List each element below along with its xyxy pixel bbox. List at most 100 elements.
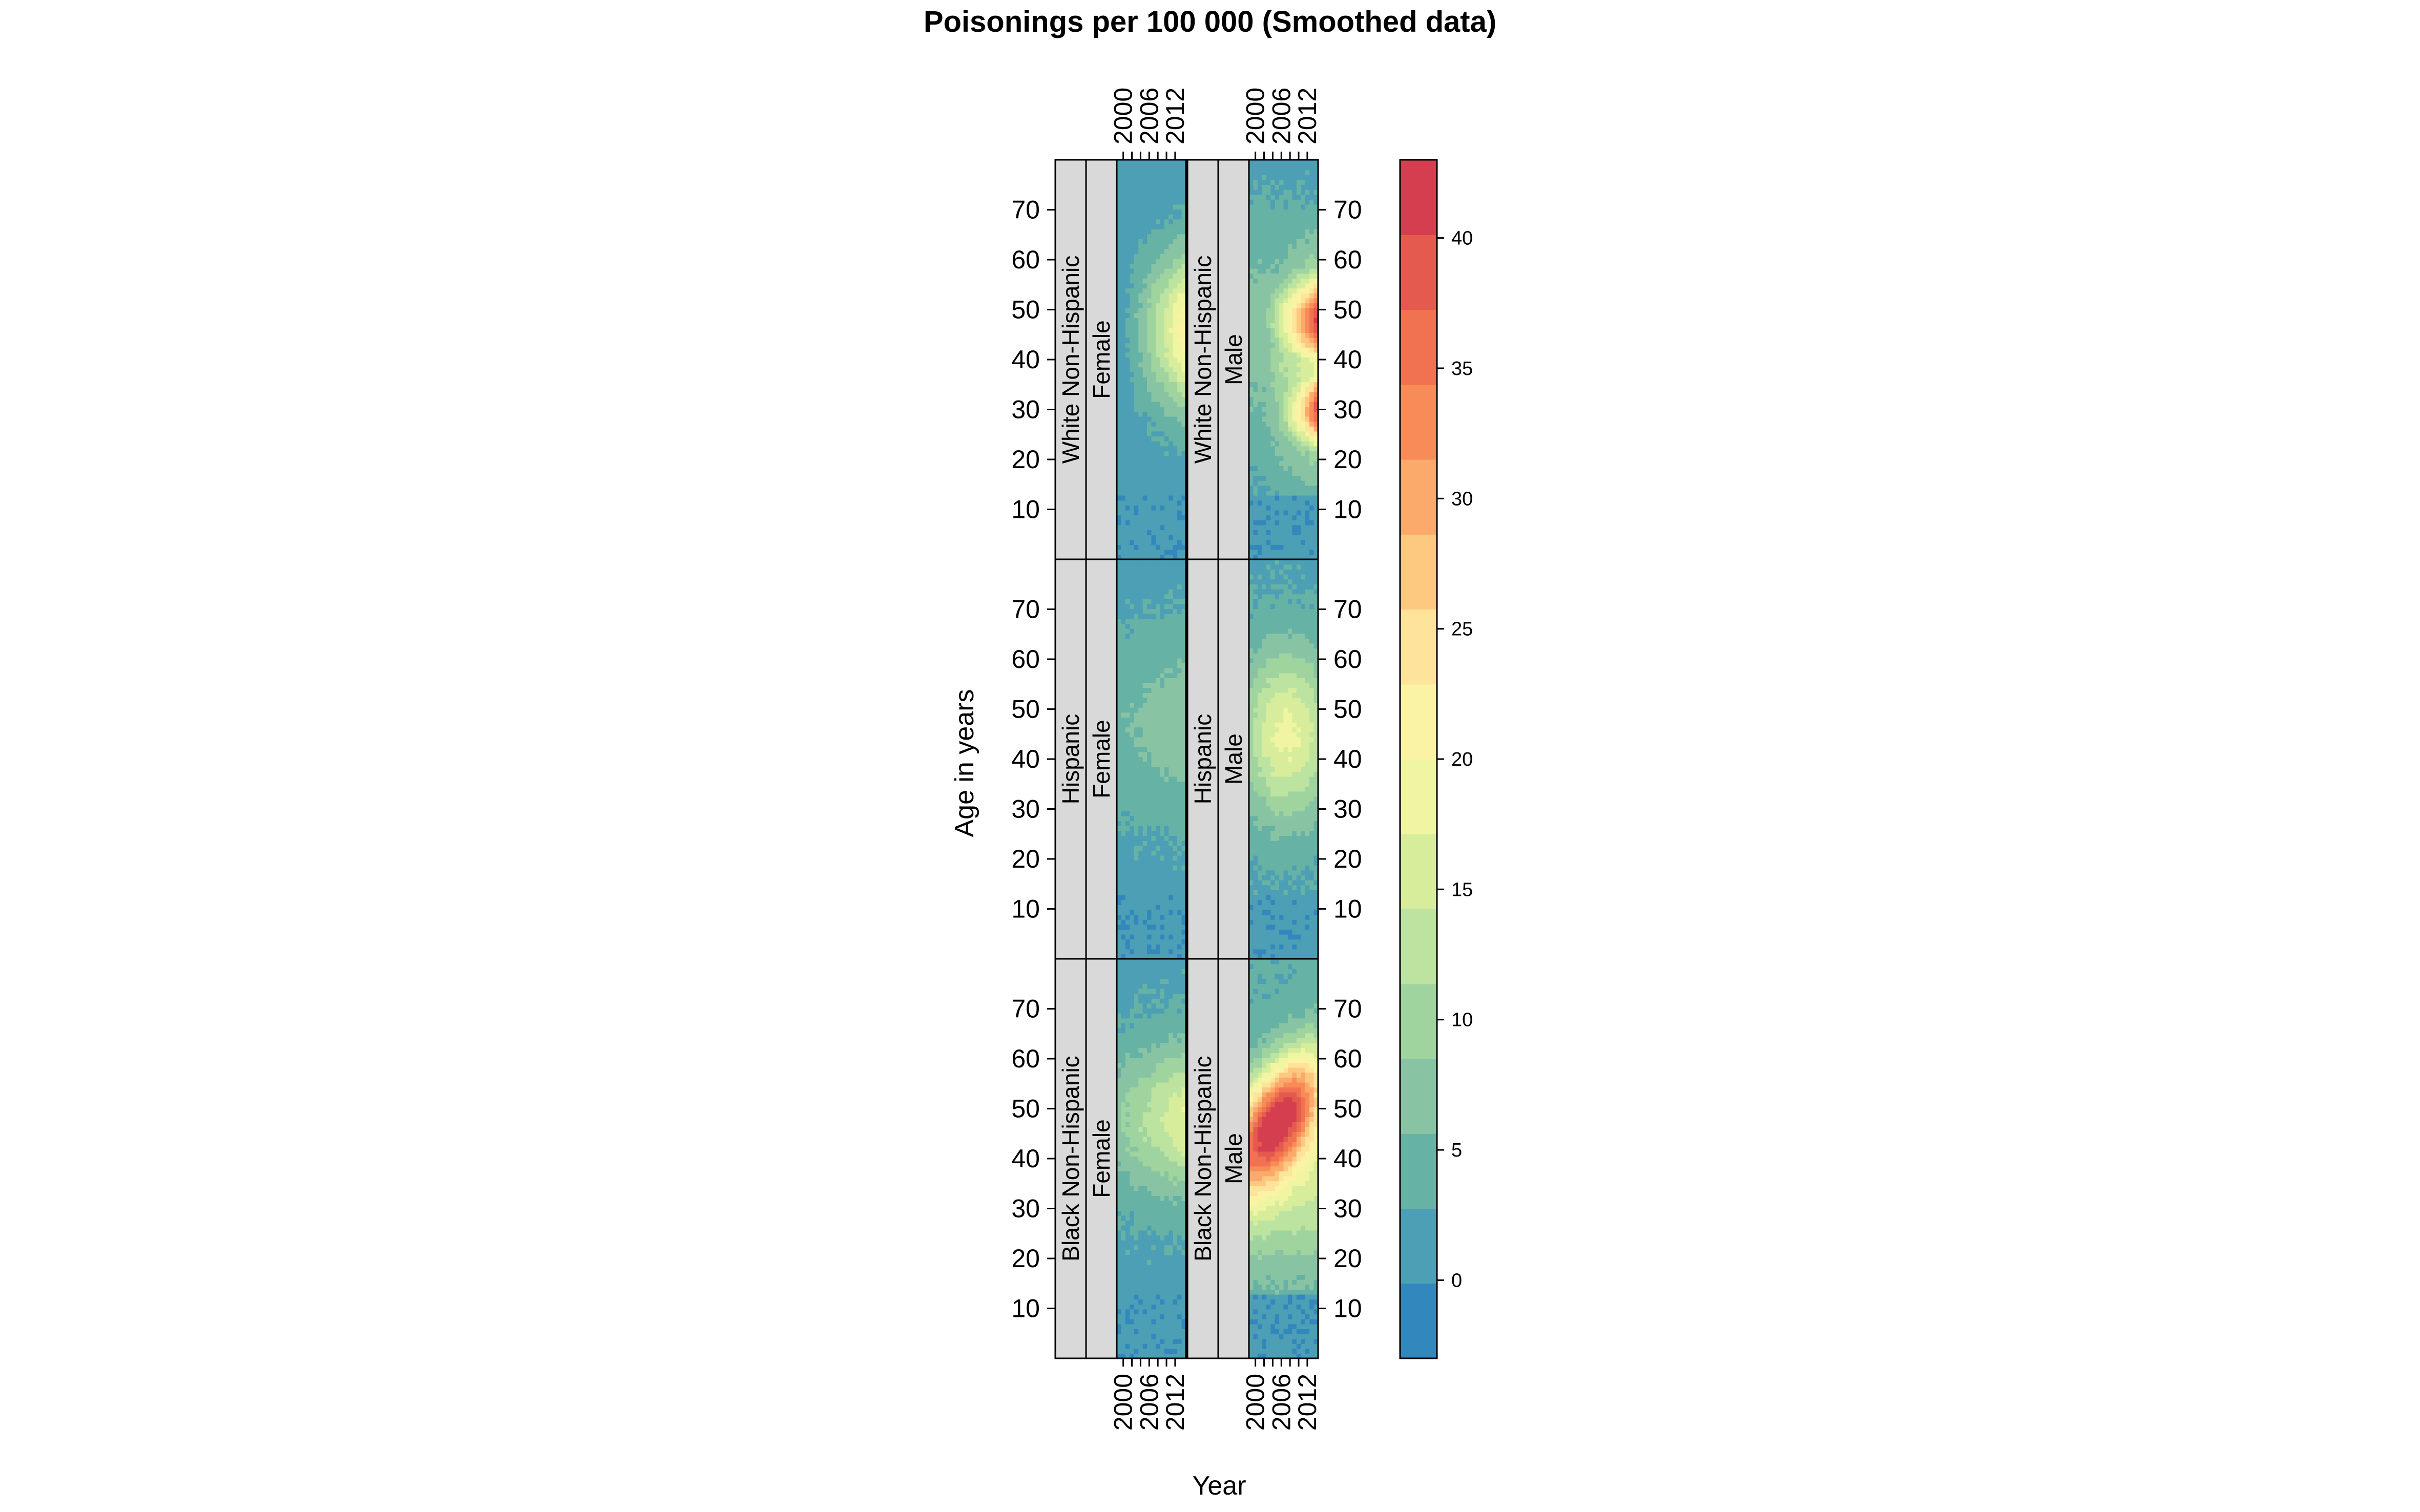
heatmap-cell [1270,253,1276,259]
heatmap-cell [1313,382,1318,387]
heatmap-cell [1257,722,1263,728]
heatmap-cell [1134,949,1139,955]
heatmap-cell [1270,786,1276,792]
heatmap-cell [1169,436,1174,442]
heatmap-cell [1275,495,1280,501]
heatmap-cell [1305,367,1310,372]
heatmap-cell [1151,796,1156,802]
heatmap-cell [1125,914,1131,920]
heatmap-cell [1147,811,1152,816]
heatmap-cell [1142,603,1148,610]
heatmap-cell [1292,239,1297,244]
heatmap-cell [1313,332,1318,338]
heatmap-cell [1151,382,1156,387]
heatmap-cell [1125,258,1131,264]
heatmap-cell [1138,599,1143,604]
heatmap-cell [1134,623,1139,629]
heatmap-cell [1130,470,1135,476]
heatmap-cell [1275,401,1280,407]
heatmap-cell [1249,436,1254,442]
heatmap-cell [1287,194,1293,200]
heatmap-cell [1262,278,1267,284]
heatmap-cell [1142,268,1148,274]
heatmap-cell [1138,199,1143,205]
heatmap-cell [1283,667,1288,674]
heatmap-cell [1279,742,1284,747]
heatmap-cell [1296,224,1302,229]
heatmap-cell [1296,707,1302,713]
heatmap-cell [1266,939,1271,944]
heatmap-cell [1117,771,1122,777]
heatmap-cell [1313,732,1318,738]
heatmap-cell [1305,746,1310,752]
heatmap-cell [1301,865,1306,871]
heatmap-cell [1125,239,1131,244]
heatmap-cell [1151,722,1156,728]
heatmap-cell [1160,258,1165,264]
heatmap-cell [1287,633,1293,639]
heatmap-cell [1301,253,1306,259]
heatmap-cell [1275,554,1280,559]
heatmap-cell [1313,554,1318,559]
heatmap-cell [1292,440,1297,447]
strip-race-label: White Non-Hispanic [1190,256,1216,464]
heatmap-cell [1147,791,1152,797]
heatmap-cell [1177,357,1182,363]
heatmap-cell [1313,806,1318,811]
heatmap-cell [1177,170,1182,175]
heatmap-cell [1279,717,1284,723]
heatmap-cell [1270,712,1276,718]
heatmap-cell [1262,554,1267,559]
heatmap-cell [1309,263,1315,269]
heatmap-cell [1121,209,1126,215]
heatmap-cell [1169,327,1174,333]
heatmap-cell [1253,248,1258,254]
heatmap-cell [1177,431,1182,437]
heatmap-cell [1164,174,1170,180]
heatmap-cell [1301,746,1306,752]
heatmap-cell [1134,243,1139,249]
heatmap-cell [1181,436,1186,442]
heatmap-cell [1134,707,1139,713]
heatmap-cell [1151,367,1156,372]
heatmap-cell [1249,298,1254,304]
heatmap-cell [1142,307,1148,313]
heatmap-cell [1117,697,1122,703]
heatmap-cell [1270,179,1276,185]
heatmap-cell [1262,751,1267,757]
heatmap-cell [1164,421,1170,427]
heatmap-cell [1305,815,1310,822]
heatmap-cell [1151,821,1156,826]
heatmap-cell [1253,490,1258,496]
heatmap-cell [1305,426,1310,432]
heatmap-cell [1275,485,1280,491]
heatmap-cell [1309,396,1315,402]
heatmap-cell [1173,702,1178,708]
heatmap-cell [1147,179,1152,185]
heatmap-cell [1262,455,1267,461]
heatmap-cell [1292,283,1297,289]
heatmap-cell [1134,914,1139,920]
heatmap-cell [1121,495,1126,501]
heatmap-cell [1138,929,1143,935]
heatmap-cell [1292,352,1297,358]
heatmap-cell [1283,628,1288,634]
heatmap-cell [1292,199,1297,205]
heatmap-cell [1160,396,1165,402]
heatmap-cell [1164,919,1170,925]
heatmap-cell [1296,914,1302,920]
heatmap-cell [1164,416,1170,422]
heatmap-cell [1262,505,1267,511]
heatmap-cell [1262,667,1267,674]
heatmap-cell [1257,658,1263,664]
heatmap-cell [1181,342,1186,348]
heatmap-cell [1275,811,1280,816]
heatmap-cell [1257,732,1263,738]
heatmap-cell [1125,845,1131,851]
heatmap-cell [1177,589,1182,595]
heatmap-cell [1164,204,1170,210]
heatmap-cell [1155,826,1161,831]
heatmap-cell [1262,391,1267,397]
heatmap-cell [1151,485,1156,491]
heatmap-cell [1138,618,1143,624]
